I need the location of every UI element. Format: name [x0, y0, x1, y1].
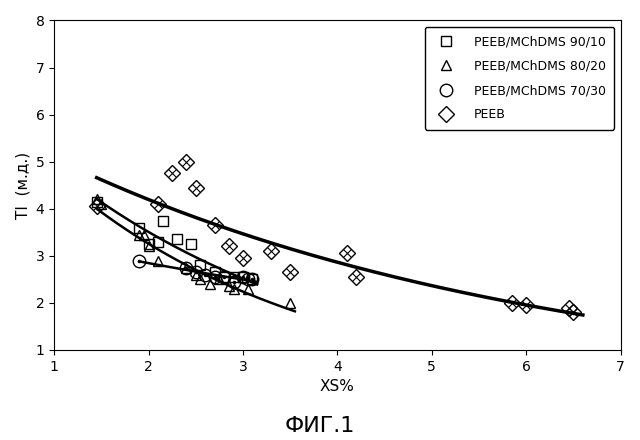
PEEB	[268, 249, 275, 254]
PEEB	[353, 274, 360, 279]
X-axis label: XS%: XS%	[320, 379, 355, 394]
PEEB/MChDMS 90/10	[188, 242, 195, 247]
PEEB/MChDMS 70/30	[182, 265, 190, 270]
Line: PEEB: PEEB	[91, 156, 579, 318]
PEEB/MChDMS 80/20	[225, 284, 233, 289]
PEEB	[225, 244, 233, 249]
PEEB/MChDMS 70/30	[202, 272, 209, 277]
PEEB/MChDMS 70/30	[239, 274, 247, 279]
PEEB/MChDMS 90/10	[145, 242, 152, 247]
PEEB/MChDMS 70/30	[230, 279, 237, 284]
PEEB/MChDMS 70/30	[211, 274, 218, 279]
PEEB/MChDMS 80/20	[97, 202, 105, 207]
Line: PEEB/MChDMS 90/10: PEEB/MChDMS 90/10	[92, 197, 257, 284]
Line: PEEB/MChDMS 80/20: PEEB/MChDMS 80/20	[92, 194, 295, 308]
Legend: PEEB/MChDMS 90/10, PEEB/MChDMS 80/20, PEEB/MChDMS 70/30, PEEB: PEEB/MChDMS 90/10, PEEB/MChDMS 80/20, PE…	[425, 27, 614, 130]
Y-axis label: TI  (м.д.): TI (м.д.)	[15, 152, 30, 219]
PEEB	[93, 204, 100, 209]
PEEB	[343, 251, 351, 256]
PEEB/MChDMS 80/20	[145, 244, 152, 249]
PEEB	[522, 303, 530, 308]
PEEB/MChDMS 70/30	[244, 277, 252, 282]
PEEB/MChDMS 90/10	[230, 274, 237, 279]
PEEB/MChDMS 80/20	[140, 232, 148, 237]
PEEB/MChDMS 90/10	[196, 263, 204, 268]
PEEB/MChDMS 80/20	[93, 197, 100, 202]
PEEB/MChDMS 80/20	[135, 232, 143, 237]
Line: PEEB/MChDMS 70/30: PEEB/MChDMS 70/30	[133, 254, 259, 288]
PEEB/MChDMS 80/20	[154, 258, 162, 263]
PEEB	[211, 223, 218, 228]
PEEB/MChDMS 70/30	[248, 277, 256, 282]
PEEB	[192, 185, 200, 190]
Text: ФИГ.1: ФИГ.1	[285, 416, 355, 436]
PEEB	[508, 300, 516, 305]
PEEB/MChDMS 80/20	[192, 272, 200, 277]
PEEB	[168, 171, 176, 176]
PEEB/MChDMS 90/10	[135, 225, 143, 230]
PEEB/MChDMS 90/10	[159, 218, 166, 223]
PEEB/MChDMS 90/10	[173, 237, 180, 242]
PEEB	[565, 305, 573, 310]
PEEB	[182, 159, 190, 164]
PEEB/MChDMS 90/10	[154, 239, 162, 244]
PEEB/MChDMS 90/10	[239, 274, 247, 279]
PEEB/MChDMS 80/20	[182, 265, 190, 270]
PEEB/MChDMS 70/30	[220, 274, 228, 279]
PEEB/MChDMS 70/30	[135, 258, 143, 263]
PEEB/MChDMS 80/20	[206, 282, 214, 287]
PEEB	[239, 256, 247, 261]
PEEB/MChDMS 80/20	[244, 286, 252, 291]
PEEB	[286, 270, 294, 275]
PEEB/MChDMS 80/20	[216, 277, 223, 282]
PEEB/MChDMS 90/10	[220, 274, 228, 279]
PEEB/MChDMS 70/30	[192, 270, 200, 275]
PEEB	[570, 310, 577, 315]
PEEB/MChDMS 90/10	[93, 199, 100, 204]
PEEB/MChDMS 80/20	[196, 277, 204, 282]
PEEB	[154, 202, 162, 207]
PEEB/MChDMS 90/10	[248, 277, 256, 282]
PEEB/MChDMS 80/20	[286, 300, 294, 305]
PEEB/MChDMS 80/20	[230, 286, 237, 291]
PEEB/MChDMS 90/10	[211, 270, 218, 275]
